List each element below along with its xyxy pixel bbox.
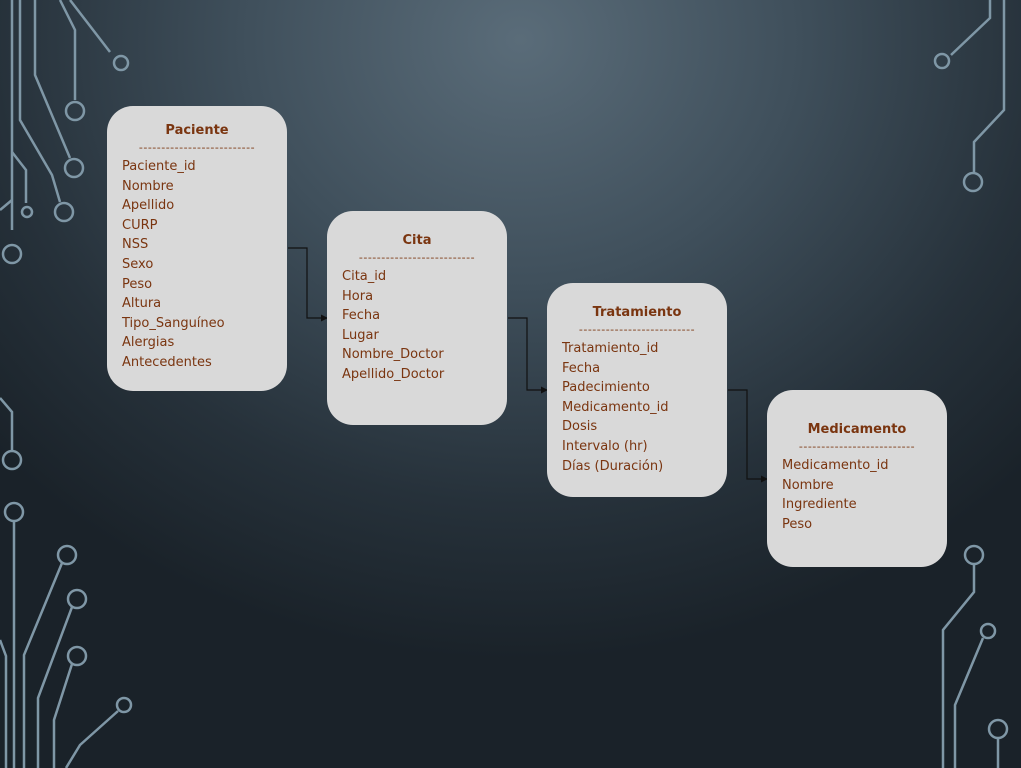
connector-paciente-cita [288, 247, 328, 322]
entity-separator: -------------------------- [798, 441, 916, 453]
field-lugar: Lugar [342, 327, 379, 343]
field-ingrediente: Ingrediente [782, 497, 857, 513]
field-tratamiento-id: Tratamiento_id [562, 341, 659, 356]
field-hora: Hora [342, 288, 374, 304]
entity-tratamiento[interactable]: Tratamiento -------------------------- T… [547, 283, 727, 497]
entity-title: Paciente [165, 123, 229, 138]
field-cita-id: Cita_id [342, 269, 387, 284]
entity-cita[interactable]: Cita -------------------------- Cita_id … [327, 211, 507, 425]
field-peso: Peso [122, 276, 153, 292]
field-fecha: Fecha [342, 308, 381, 324]
entity-separator: -------------------------- [578, 324, 696, 336]
field-altura: Altura [122, 296, 162, 312]
field-medicamento-id: Medicamento_id [782, 458, 889, 473]
field-curp: CURP [122, 217, 158, 233]
connector-tratamiento-medicamento [728, 389, 768, 483]
entity-title: Medicamento [807, 422, 907, 437]
field-alergias: Alergias [122, 335, 175, 351]
field-antecedentes: Antecedentes [122, 354, 212, 370]
entity-medicamento[interactable]: Medicamento -------------------------- M… [767, 390, 947, 567]
field-medicamento-id: Medicamento_id [562, 399, 669, 415]
entity-field-list: Paciente_id Nombre Apellido CURP NSS Sex… [107, 157, 287, 373]
entity-title: Cita [402, 233, 432, 248]
connector-cita-tratamiento [508, 317, 548, 394]
field-nss: NSS [122, 237, 149, 253]
entity-title: Tratamiento [592, 305, 682, 320]
field-paciente-id: Paciente_id [122, 159, 196, 174]
field-dosis: Dosis [562, 419, 598, 435]
field-intervalo: Intervalo (hr) [562, 438, 648, 454]
field-apellido-doctor: Apellido_Doctor [342, 366, 445, 382]
entity-field-list: Medicamento_id Nombre Ingrediente Peso [767, 456, 947, 534]
entity-paciente[interactable]: Paciente -------------------------- Paci… [107, 106, 287, 391]
entity-separator: -------------------------- [358, 252, 476, 264]
field-sexo: Sexo [122, 256, 154, 272]
field-nombre: Nombre [782, 477, 834, 493]
field-apellido: Apellido [122, 198, 175, 214]
field-padecimiento: Padecimiento [562, 380, 650, 396]
entity-separator: -------------------------- [138, 142, 256, 154]
entity-field-list: Tratamiento_id Fecha Padecimiento Medica… [547, 339, 727, 476]
field-fecha: Fecha [562, 360, 601, 376]
field-dias-duracion: Días (Duración) [562, 458, 664, 474]
field-nombre-doctor: Nombre_Doctor [342, 347, 444, 363]
entity-field-list: Cita_id Hora Fecha Lugar Nombre_Doctor A… [327, 267, 507, 385]
field-nombre: Nombre [122, 178, 174, 194]
field-peso: Peso [782, 516, 813, 532]
field-tipo-sanguineo: Tipo_Sanguíneo [122, 315, 225, 331]
